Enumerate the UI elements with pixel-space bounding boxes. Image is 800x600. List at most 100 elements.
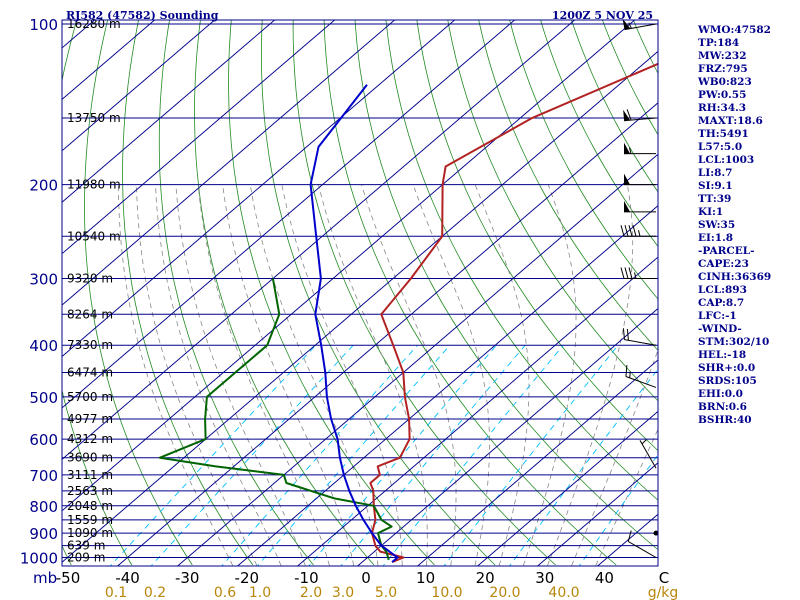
height-label-900: 1090 m [67, 526, 113, 540]
calm-wind-mark [653, 530, 659, 536]
mixing-ratio-line [308, 344, 497, 566]
dry-adiabat [260, 20, 496, 566]
index-item: LI:8.7 [698, 167, 733, 179]
pressure-label-600: 600 [29, 431, 58, 449]
barb-full [628, 267, 633, 279]
mixing-ratio-line [382, 344, 564, 566]
pressure-label-500: 500 [29, 389, 58, 407]
moist-adiabat [474, 184, 530, 566]
height-label-600: 4312 m [67, 432, 113, 446]
moist-adiabat [281, 184, 403, 566]
wind-barb [623, 142, 657, 155]
index-item: BSHR:40 [698, 414, 752, 426]
index-item: LCL:1003 [698, 154, 755, 166]
barb-full [626, 328, 629, 341]
dry-adiabat [62, 20, 133, 566]
barb-full [632, 225, 637, 237]
barb-full [622, 328, 625, 340]
pressure-label-700: 700 [29, 467, 58, 485]
index-item: -PARCEL- [698, 245, 755, 257]
mixing-ratio-line [509, 368, 658, 566]
barb-pennant [624, 142, 630, 154]
index-item: WB0:823 [698, 76, 752, 88]
sounding-profiles [158, 62, 658, 564]
temperature-tick-label: 20 [476, 569, 495, 587]
moist-adiabat [136, 184, 258, 566]
mixing-ratio-label: 0.1 [105, 585, 127, 600]
moist-adiabat [361, 184, 457, 566]
barb-staff [628, 541, 657, 558]
isotherm [62, 20, 575, 460]
temperature-tick-label: C [659, 569, 669, 587]
dry-adiabat [478, 20, 658, 351]
index-item: MAXT:18.6 [698, 115, 763, 127]
barb-full [620, 225, 625, 237]
thermo-grid [62, 20, 658, 566]
index-item: EI:1.8 [698, 232, 734, 244]
moist-adiabat [155, 184, 282, 566]
height-label-700: 3111 m [67, 468, 113, 482]
barb-staff [624, 339, 657, 346]
barb-full [627, 530, 632, 542]
index-item: SRDS:105 [698, 375, 757, 387]
moist-adiabat [222, 184, 355, 566]
index-item: FRZ:795 [698, 63, 748, 75]
height-label-800: 2048 m [67, 499, 113, 513]
barb-full [628, 225, 633, 237]
stability-indices-panel: WMO:47582 TP:184 MW:232 FRZ:795 WB0:823 PW:0.… [698, 24, 798, 427]
pressure-label-400: 400 [29, 337, 58, 355]
index-item: MW:232 [698, 50, 747, 62]
wind-barb [620, 267, 657, 280]
height-label-200: 11980 m [67, 178, 121, 192]
index-item: HEL:-18 [698, 349, 747, 361]
height-label-1000: 209 m [67, 551, 105, 565]
moist-adiabat [595, 428, 658, 566]
mixing-ratio-line [340, 344, 526, 566]
barb-pennant [624, 173, 630, 185]
parcel-profile [309, 84, 399, 563]
height-label-550: 4977 m [67, 412, 113, 426]
index-item: LCL:893 [698, 284, 747, 296]
barb-half [628, 22, 632, 29]
barb-full [620, 267, 625, 279]
dry-adiabat [194, 20, 375, 566]
dry-adiabat [509, 20, 658, 300]
dry-adiabat [84, 20, 193, 566]
height-label-500: 5700 m [67, 390, 113, 404]
pressure-label-200: 200 [29, 177, 58, 195]
temperature-tick-label: -50 [56, 569, 81, 587]
dry-adiabat [602, 20, 658, 136]
mixing-ratio-line [109, 344, 317, 566]
mixing-ratio-label: 0.2 [144, 585, 166, 600]
mixing-ratio-line [443, 344, 619, 566]
height-label-850: 1559 m [67, 513, 113, 527]
mixing-ratio-label: 2.0 [300, 585, 322, 600]
mixing-ratio-line [578, 454, 658, 566]
pressure-label-900: 900 [29, 525, 58, 543]
mixing-ratio-line [150, 344, 354, 566]
wind-barb [627, 530, 657, 558]
isotherm [62, 20, 395, 306]
wind-barb [623, 200, 657, 213]
height-label-450: 6474 m [67, 365, 113, 379]
barb-staff [639, 440, 657, 469]
barb-full [625, 365, 628, 377]
index-item: WMO:47582 [698, 24, 771, 36]
temperature-tick-label: 0 [361, 569, 371, 587]
barb-staff [625, 376, 657, 388]
temperature-tick-label: -10 [294, 569, 319, 587]
index-item: KI:1 [698, 206, 724, 218]
moist-adiabat [412, 184, 490, 566]
isotherm [62, 20, 275, 203]
barb-full [624, 225, 629, 237]
wind-barb [622, 328, 657, 346]
height-label-400: 7330 m [67, 338, 113, 352]
mixing-ratio-label: 1.0 [249, 585, 271, 600]
height-label-950: 639 m [67, 539, 105, 553]
index-item: TH:5491 [698, 128, 749, 140]
index-item: CAPE:23 [698, 258, 749, 270]
mixing-ratio-label: 5.0 [375, 585, 397, 600]
height-label-350: 8264 m [67, 307, 113, 321]
